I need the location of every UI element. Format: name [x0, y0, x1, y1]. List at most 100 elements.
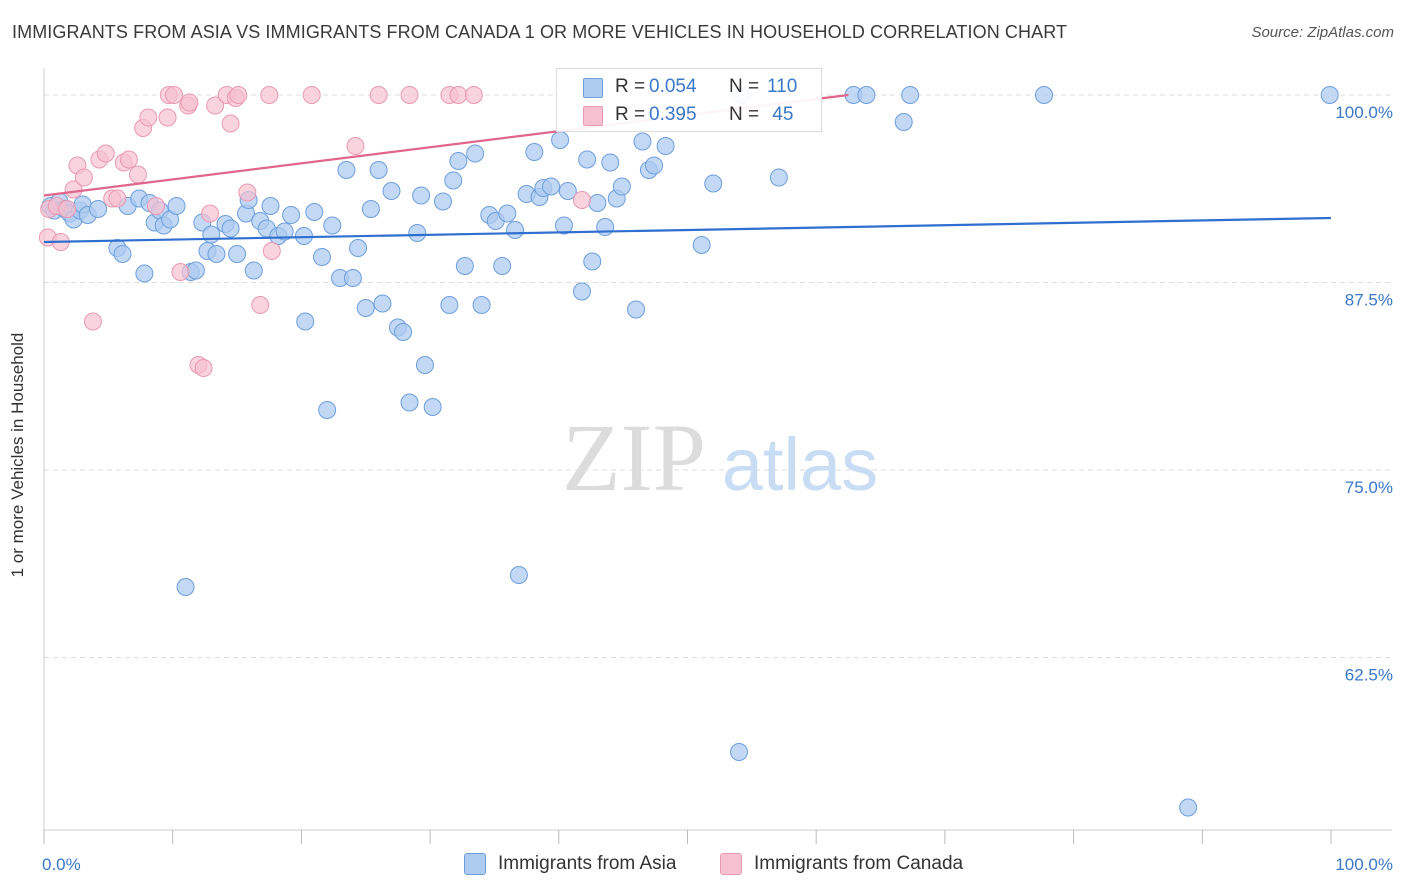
legend-r-label: R = — [615, 76, 646, 97]
asia-point — [645, 156, 664, 175]
asia-point — [588, 194, 607, 212]
asia-point — [412, 186, 431, 205]
asia-point — [261, 197, 280, 215]
y-tick-label: 87.5% — [1345, 291, 1393, 310]
asia-point — [408, 224, 427, 242]
asia-point — [382, 182, 401, 200]
y-axis-label: 1 or more Vehicles in Household — [8, 332, 27, 578]
asia-point — [627, 300, 646, 319]
legend-swatch-canada — [583, 106, 603, 126]
asia-point — [558, 182, 577, 200]
series-canada-points — [38, 86, 591, 377]
source-credit: Source: ZipAtlas.com — [1251, 24, 1394, 41]
canada-point — [260, 86, 279, 104]
canada-point — [206, 96, 225, 115]
asia-point — [356, 299, 375, 317]
canada-point — [119, 150, 138, 169]
legend-swatch-asia — [583, 78, 603, 98]
watermark: ZIP atlas — [562, 404, 878, 511]
asia-point — [343, 269, 362, 287]
asia-point — [282, 206, 301, 224]
asia-point — [135, 264, 154, 283]
asia-point — [296, 312, 315, 331]
correlation-legend: R = 0.054 N = 110 R = 0.395 N = 45 — [556, 68, 822, 132]
canada-point — [449, 86, 468, 104]
watermark-atlas: atlas — [722, 423, 878, 506]
asia-point — [1320, 86, 1339, 104]
asia-point — [318, 401, 337, 419]
asia-point — [729, 743, 748, 761]
asia-point — [433, 192, 452, 211]
tick-labels: 100.0% 87.5% 75.0% 62.5% 0.0% 100.0% — [42, 103, 1393, 874]
asia-point — [554, 216, 573, 235]
asia-point — [692, 236, 711, 254]
asia-point — [221, 219, 240, 238]
canada-point — [238, 183, 257, 202]
asia-point — [423, 398, 442, 416]
asia-point — [176, 578, 195, 596]
canada-point — [251, 296, 270, 314]
canada-point — [164, 86, 183, 104]
asia-point — [400, 393, 419, 412]
canada-point — [346, 137, 365, 155]
legend-n-value: 110 — [767, 76, 798, 97]
canada-point — [146, 197, 165, 215]
asia-point — [633, 132, 652, 151]
asia-point — [901, 86, 920, 104]
asia-point — [493, 257, 512, 275]
canada-point — [158, 108, 177, 127]
x-tick-label-min: 0.0% — [42, 855, 81, 874]
asia-point — [394, 323, 413, 341]
asia-point — [612, 177, 631, 196]
canada-point — [128, 165, 147, 184]
asia-point — [244, 261, 263, 280]
asia-point — [369, 161, 388, 179]
x-tick-label-max: 100.0% — [1335, 855, 1393, 874]
canada-point — [572, 191, 591, 209]
canada-point — [64, 180, 83, 199]
asia-point — [361, 200, 380, 218]
canada-point — [369, 86, 388, 104]
legend-r-label: R = — [615, 104, 646, 125]
asia-point — [656, 137, 675, 155]
canada-point — [262, 242, 281, 260]
canada-point — [74, 168, 93, 187]
legend-row-canada: R = 0.395 N = 45 — [557, 101, 821, 129]
asia-point — [113, 245, 132, 263]
asia-point — [207, 245, 226, 263]
canada-point — [229, 86, 248, 104]
legend-n-value: 45 — [767, 104, 794, 125]
asia-point — [1179, 798, 1198, 817]
legend-n-label: N = — [729, 76, 760, 97]
canada-point — [171, 263, 190, 281]
asia-point — [167, 197, 186, 215]
legend-r-value: 0.395 — [649, 104, 697, 125]
asia-point — [894, 113, 913, 131]
asia-point — [275, 222, 294, 241]
asia-point — [89, 200, 108, 218]
asia-point — [498, 204, 517, 223]
canada-point — [96, 144, 115, 163]
asia-point — [455, 257, 474, 275]
asia-point — [578, 150, 597, 169]
canada-point — [58, 200, 77, 218]
asia-point — [312, 248, 331, 266]
bottom-legend-label-canada: Immigrants from Canada — [754, 853, 964, 874]
asia-point — [596, 218, 615, 236]
canada-point — [83, 312, 102, 331]
asia-point — [466, 144, 485, 163]
asia-point — [509, 566, 528, 584]
asia-point — [551, 131, 570, 149]
asia-point — [472, 296, 491, 314]
canada-point — [221, 114, 240, 133]
legend-row-asia: R = 0.054 N = 110 — [557, 73, 821, 101]
asia-point — [1034, 86, 1053, 104]
legend-r-value: 0.054 — [649, 76, 697, 97]
bottom-legend-asia: Immigrants from Asia — [464, 850, 704, 878]
watermark-zip: ZIP — [562, 404, 706, 511]
asia-point — [542, 177, 561, 196]
asia-point — [583, 252, 602, 271]
asia-point — [228, 245, 247, 263]
asia-point — [202, 225, 221, 244]
